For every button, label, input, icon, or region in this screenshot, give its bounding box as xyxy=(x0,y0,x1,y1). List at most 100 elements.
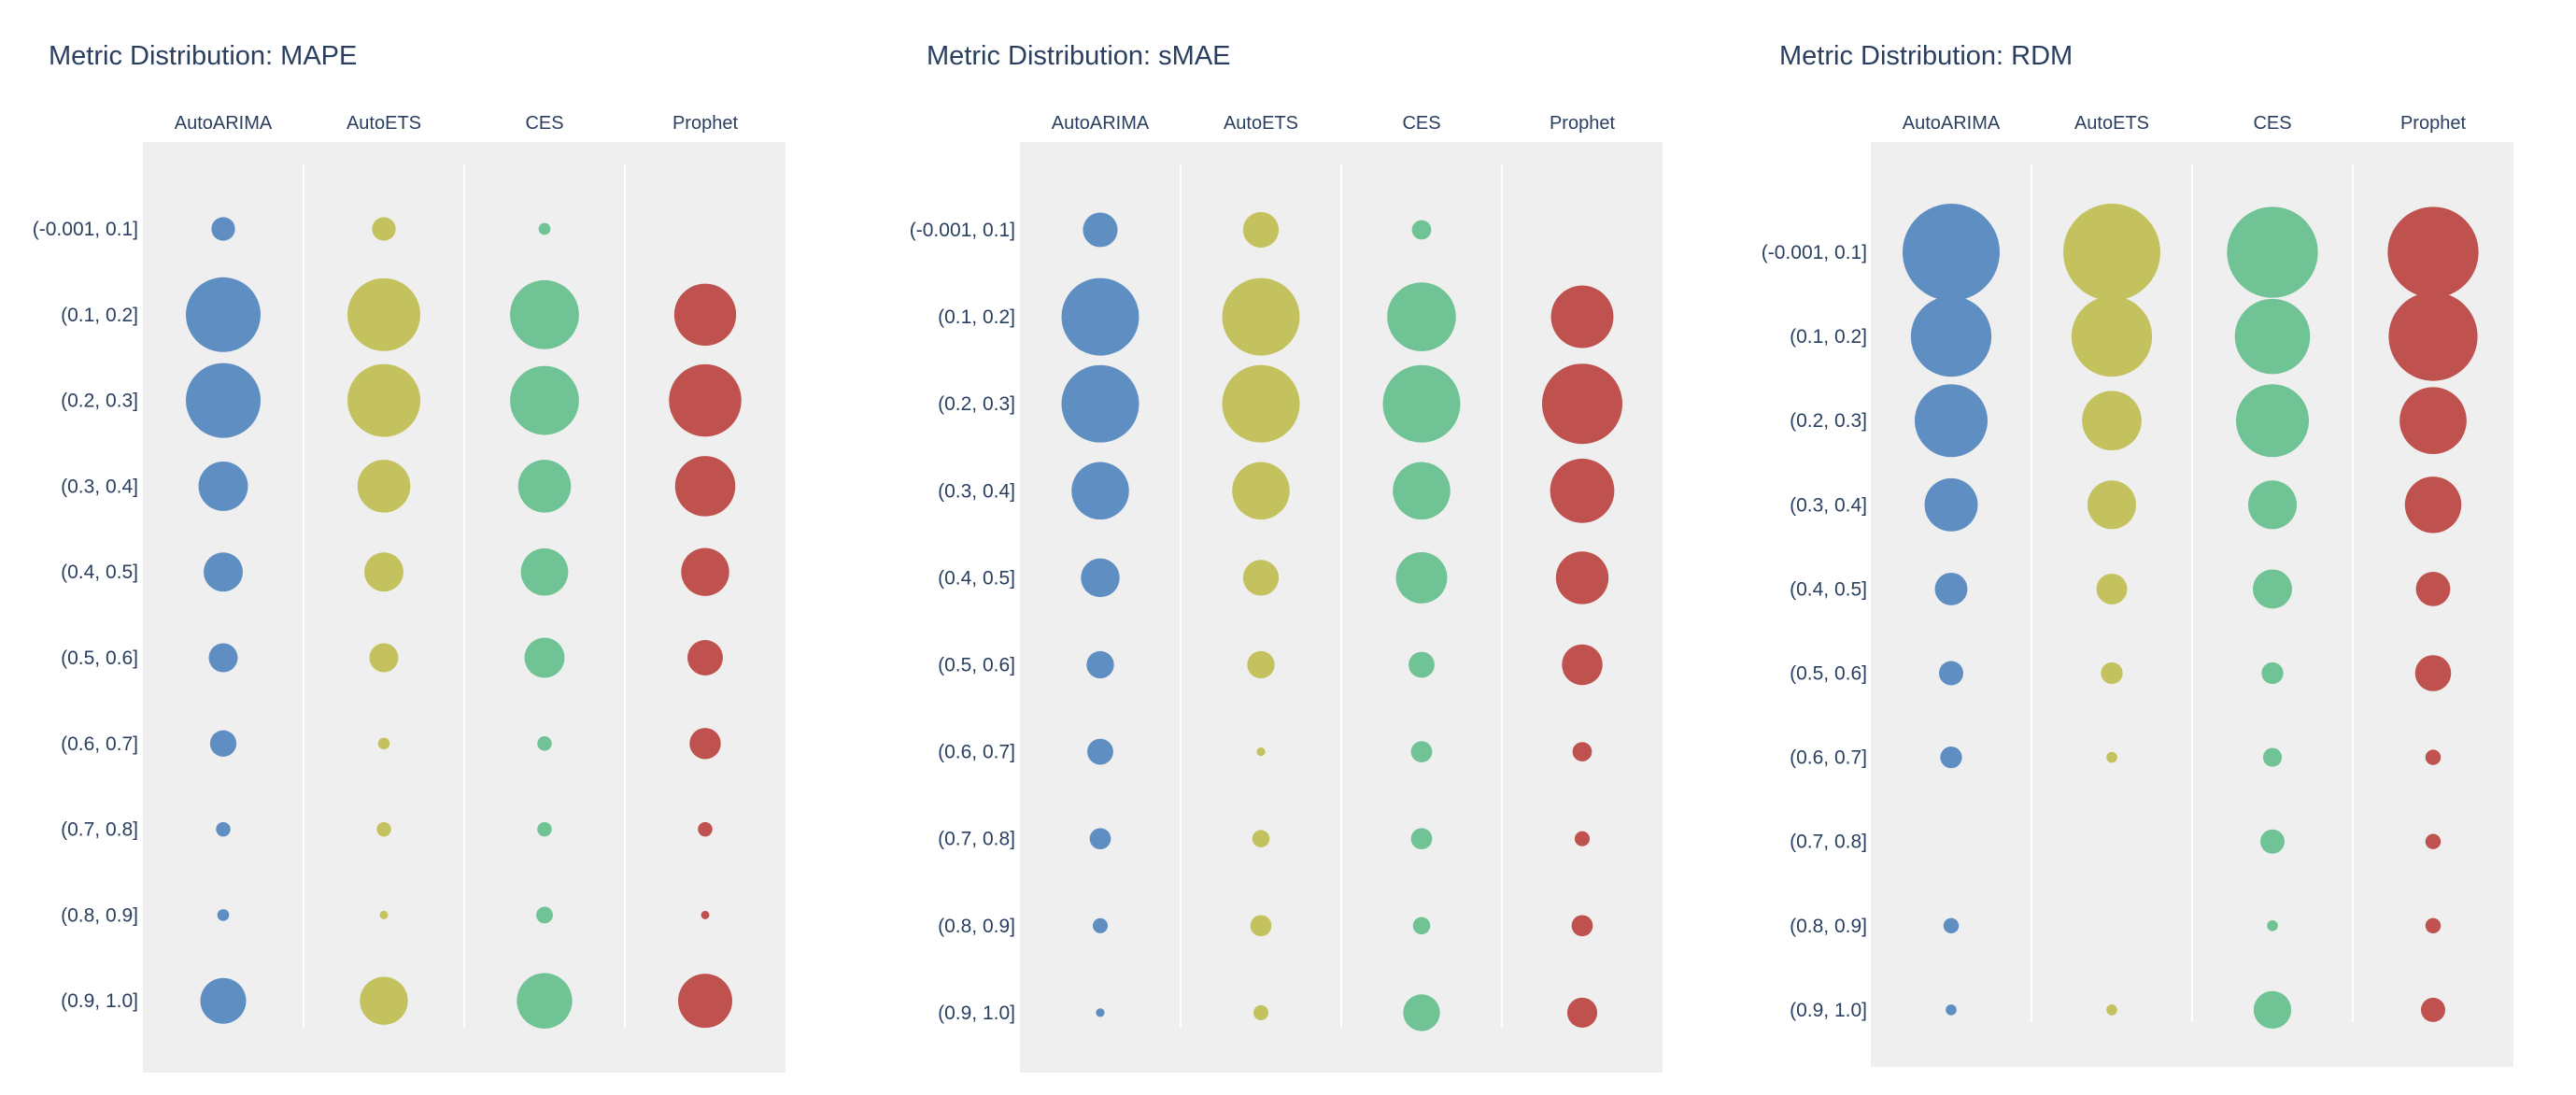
row-label: (0.4, 0.5] xyxy=(938,567,1015,589)
bubble-point xyxy=(1572,742,1592,761)
bubble-point xyxy=(1232,462,1290,520)
bubble-point xyxy=(1946,1004,1957,1016)
bubble-point xyxy=(2234,298,2311,375)
bubble-point xyxy=(1096,1008,1105,1017)
bubble-point xyxy=(347,277,420,351)
bubble-point xyxy=(510,279,579,349)
row-label: (0.7, 0.8] xyxy=(938,829,1015,850)
bubble-point xyxy=(200,977,247,1024)
bubble-point xyxy=(208,643,238,673)
row-label: (0.2, 0.3] xyxy=(938,393,1015,415)
bubble-point xyxy=(1555,551,1609,604)
bubble-point xyxy=(1253,1004,1269,1020)
bubble-point xyxy=(2253,569,2292,609)
column-label: Prophet xyxy=(672,113,738,134)
bubble-point xyxy=(2106,1004,2117,1016)
bubble-point xyxy=(198,461,248,511)
row-label: (0.5, 0.6] xyxy=(61,647,138,669)
bubble-point xyxy=(517,460,572,513)
column-label: AutoETS xyxy=(1224,113,1298,134)
bubble-point xyxy=(1934,572,1968,605)
bubble-point xyxy=(1086,650,1114,679)
bubble-point xyxy=(673,283,737,346)
row-label: (0.1, 0.2] xyxy=(938,306,1015,328)
bubble-point xyxy=(1940,746,1962,769)
bubble-point xyxy=(1562,644,1603,686)
column-label: Prophet xyxy=(1550,113,1615,134)
bubble-point xyxy=(537,821,552,837)
row-label: (0.5, 0.6] xyxy=(1790,663,1867,685)
column-label: CES xyxy=(525,113,563,134)
row-label: (0.6, 0.7] xyxy=(1790,747,1867,769)
bubble-point xyxy=(1915,384,1988,458)
column-label: CES xyxy=(1402,113,1440,134)
chart-panel-rdm: Metric Distribution: RDM AutoARIMA AutoET… xyxy=(1751,0,2555,1095)
bubble-point xyxy=(678,974,732,1029)
bubble-point xyxy=(1222,364,1300,443)
bubble-point xyxy=(1410,828,1433,850)
bubble-point xyxy=(1387,282,1456,351)
bubble-point xyxy=(538,222,551,235)
bubble-point xyxy=(204,552,243,592)
bubble-point xyxy=(687,640,723,675)
bubble-point xyxy=(2248,480,2297,530)
row-label: (0.9, 1.0] xyxy=(938,1003,1015,1024)
bubble-point xyxy=(1408,651,1435,678)
bubble-point xyxy=(2063,204,2160,301)
bubble-point xyxy=(1061,364,1139,443)
bubble-point xyxy=(1411,220,1432,240)
bubble-point xyxy=(701,910,710,919)
bubble-point xyxy=(517,973,573,1029)
bubble-chart: AutoARIMA AutoETS CES Prophet (-0.001, 0.1] (… xyxy=(33,113,786,1073)
bubble-point xyxy=(1571,915,1593,937)
bubble-point xyxy=(186,277,261,352)
bubble-point xyxy=(1071,462,1129,520)
bubble-point xyxy=(186,363,261,438)
bubble-point xyxy=(379,910,389,919)
row-label: (-0.001, 0.1] xyxy=(910,220,1015,241)
row-label: (0.5, 0.6] xyxy=(938,655,1015,676)
row-label: (0.8, 0.9] xyxy=(938,916,1015,937)
bubble-point xyxy=(2253,990,2292,1030)
row-label: (0.2, 0.3] xyxy=(1790,410,1867,432)
bubble-point xyxy=(364,552,403,592)
column-label: AutoETS xyxy=(347,113,421,134)
bubble-point xyxy=(377,737,390,750)
bubble-point xyxy=(1410,741,1433,762)
chart-title: Metric Distribution: RDM xyxy=(1779,41,2074,71)
bubble-point xyxy=(536,906,553,924)
row-label: (0.3, 0.4] xyxy=(1790,494,1867,516)
bubble-point xyxy=(2101,661,2123,685)
bubble-point xyxy=(369,643,399,673)
bubble-point xyxy=(360,976,408,1025)
row-label: (-0.001, 0.1] xyxy=(1762,242,1867,263)
bubble-point xyxy=(2227,206,2318,298)
bubble-point xyxy=(1247,650,1275,679)
row-label: (0.7, 0.8] xyxy=(61,819,138,841)
bubble-point xyxy=(698,821,713,837)
bubble-point xyxy=(524,637,565,678)
row-label: (0.3, 0.4] xyxy=(938,480,1015,502)
row-label: (0.4, 0.5] xyxy=(61,562,138,583)
bubble-point xyxy=(2088,480,2136,530)
bubble-point xyxy=(1089,828,1111,850)
bubble-point xyxy=(2106,751,2117,763)
chart-title: Metric Distribution: MAPE xyxy=(49,41,358,71)
bubble-point xyxy=(1903,204,2000,301)
bubble-point xyxy=(1222,277,1300,356)
bubble-point xyxy=(1250,915,1272,937)
row-label: (0.6, 0.7] xyxy=(61,733,138,755)
bubble-point xyxy=(1252,830,1270,847)
bubble-point xyxy=(211,217,235,241)
bubble-point xyxy=(2388,292,2478,381)
bubble-point xyxy=(1242,211,1280,249)
column-label: AutoARIMA xyxy=(1052,113,1150,134)
bubble-chart: AutoARIMA AutoETS CES Prophet (-0.001, 0.1] (… xyxy=(910,113,1663,1073)
bubble-point xyxy=(2421,997,2445,1022)
bubble-point xyxy=(1087,738,1113,765)
bubble-point xyxy=(1403,994,1440,1031)
bubble-point xyxy=(2425,833,2442,849)
bubble-point xyxy=(217,909,230,921)
column-label: AutoETS xyxy=(2074,113,2149,134)
